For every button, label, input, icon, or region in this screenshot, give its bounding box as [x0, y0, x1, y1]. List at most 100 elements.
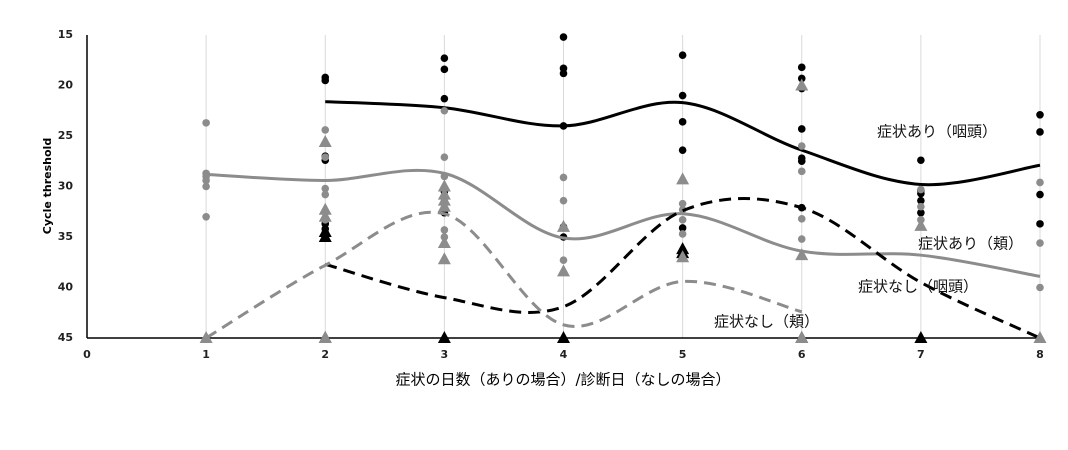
point [797, 167, 806, 176]
point [914, 218, 928, 231]
point [795, 78, 809, 91]
point [797, 157, 806, 166]
point [440, 106, 449, 115]
point [917, 208, 925, 217]
point [437, 179, 451, 192]
point [559, 122, 568, 130]
point [199, 331, 213, 343]
point [318, 202, 332, 215]
point [557, 264, 570, 277]
point [557, 331, 570, 343]
point [440, 65, 449, 74]
point [917, 202, 925, 211]
x-tick-label: 7 [917, 348, 925, 361]
y-tick-label: 20 [58, 79, 74, 92]
y-tick-label: 25 [58, 129, 73, 142]
series-label: 症状なし（頬） [714, 313, 819, 331]
point [440, 226, 449, 234]
point [917, 196, 925, 205]
point [1036, 110, 1044, 119]
point [797, 74, 806, 83]
point [321, 76, 330, 85]
point [797, 63, 806, 72]
point [557, 219, 570, 232]
series-label: 症状なし（咽頭） [858, 278, 978, 296]
point [678, 230, 687, 238]
y-tick-label: 15 [58, 28, 73, 41]
point [917, 185, 925, 194]
point [440, 94, 449, 103]
y-tick-label: 30 [58, 180, 74, 193]
trend-line [206, 168, 1041, 278]
point [559, 256, 568, 265]
point [678, 51, 687, 59]
trend-line [205, 210, 803, 340]
point [678, 146, 687, 154]
point [678, 224, 687, 232]
point [440, 153, 449, 162]
point [1036, 239, 1044, 247]
x-tick-label: 0 [83, 348, 91, 361]
y-tick-label: 40 [58, 281, 74, 294]
point [678, 199, 687, 208]
point [676, 172, 690, 185]
point [797, 125, 806, 133]
x-tick-label: 5 [679, 348, 687, 361]
point [1036, 128, 1044, 136]
point [678, 118, 687, 126]
point [797, 235, 806, 243]
series-label: 症状あり（頬） [918, 235, 1023, 253]
point [1036, 283, 1044, 292]
point [797, 142, 806, 150]
point [678, 91, 687, 100]
point [559, 69, 568, 78]
point [795, 248, 809, 261]
point [437, 187, 451, 200]
point [559, 33, 568, 41]
point [318, 230, 332, 242]
x-tick-label: 2 [321, 348, 329, 361]
point [914, 331, 928, 343]
point [321, 190, 330, 199]
point [678, 216, 687, 224]
point [1036, 220, 1044, 228]
y-axis-label: Cycle threshold [41, 138, 54, 234]
trend-line [324, 197, 1041, 340]
point [437, 236, 451, 249]
point [321, 153, 330, 162]
y-tick-label: 35 [58, 230, 73, 243]
point [1033, 331, 1047, 343]
point [440, 54, 449, 63]
series-label: 症状あり（咽頭） [877, 123, 997, 141]
point [1036, 190, 1044, 199]
point [559, 173, 568, 182]
point [321, 126, 330, 134]
point [797, 215, 806, 223]
point [440, 172, 449, 181]
point [318, 135, 332, 148]
point [437, 193, 451, 206]
point [437, 252, 451, 265]
x-tick-label: 6 [798, 348, 806, 361]
point [202, 182, 210, 191]
x-tick-label: 1 [202, 348, 210, 361]
point [676, 250, 690, 263]
point [437, 331, 451, 343]
point [318, 209, 332, 222]
point [202, 119, 210, 127]
point [1036, 178, 1044, 187]
point [202, 213, 210, 221]
point [202, 176, 210, 185]
point [437, 199, 451, 212]
point [559, 196, 568, 205]
point [795, 331, 809, 343]
point [318, 331, 332, 343]
point [917, 156, 925, 165]
x-tick-label: 4 [560, 348, 568, 361]
y-tick-label: 45 [58, 331, 73, 344]
x-axis-label: 症状の日数（ありの場合）/診断日（なしの場合） [395, 371, 730, 389]
point [321, 184, 330, 193]
x-tick-label: 8 [1036, 348, 1044, 361]
x-tick-label: 3 [441, 348, 449, 361]
